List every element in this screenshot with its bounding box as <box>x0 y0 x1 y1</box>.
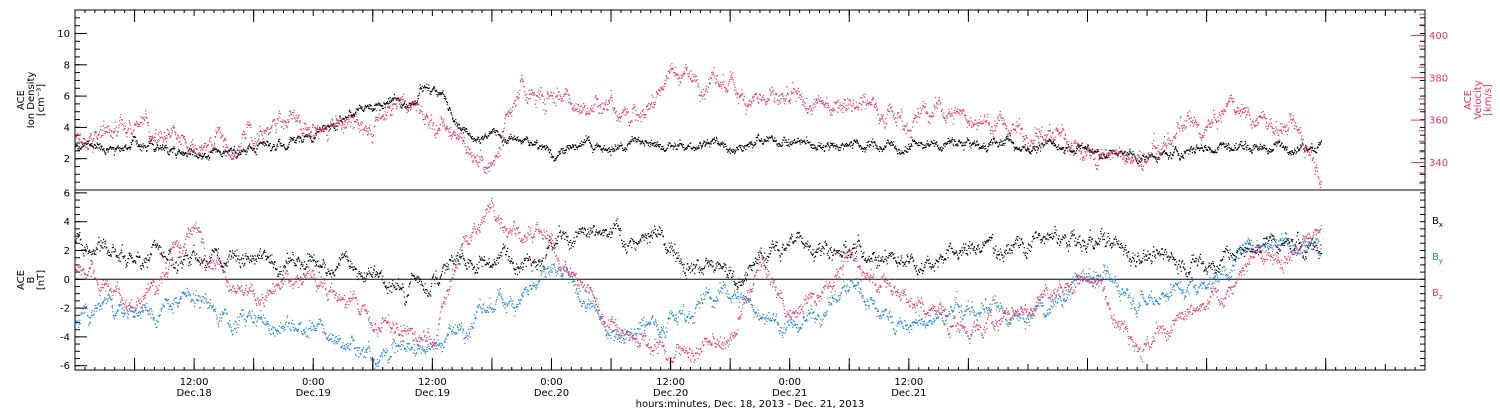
y-tick-label: 4 <box>64 123 70 134</box>
density-series <box>75 83 1322 167</box>
y-tick-label: 8 <box>64 60 70 71</box>
y-tick-label: 10 <box>57 29 70 40</box>
x-tick-label-date: Dec.18 <box>176 388 211 399</box>
y-tick-label: 2 <box>64 246 70 257</box>
x-axis-title: hours:minutes, Dec. 18, 2013 - Dec. 21, … <box>636 399 865 410</box>
axis-label-line: [nT] <box>36 270 47 290</box>
legend-Bx: Bx <box>1432 216 1443 229</box>
axis-label-line: ACE <box>1463 90 1474 110</box>
series-Bz <box>75 198 1322 370</box>
x-tick-label-date: Dec.20 <box>534 388 569 399</box>
x-tick-label-date: Dec.19 <box>296 388 331 399</box>
y-tick-label: 6 <box>64 92 70 103</box>
axis-label-line: B <box>26 276 37 283</box>
legend-subscript: y <box>1439 257 1443 265</box>
axis-label-line: [km/s] <box>1483 84 1494 116</box>
x-tick-label-time: 12:00 <box>418 377 447 388</box>
right-tick-label: 400 <box>1429 31 1448 42</box>
legend-Bz: Bz <box>1432 288 1443 301</box>
y-tick-label: 2 <box>64 154 70 165</box>
right-tick-label: 340 <box>1429 158 1448 169</box>
x-tick-label-date: Dec.19 <box>415 388 450 399</box>
x-tick-label-date: Dec.21 <box>891 388 926 399</box>
b-axis: -6 -4 -2 0 2 4 6 <box>60 188 1425 372</box>
x-axis: 12:00Dec.180:00Dec.1912:00Dec.190:00Dec.… <box>74 10 1426 399</box>
bottom-panel-frame <box>74 189 1426 371</box>
density-axis: 2 4 6 8 10 <box>57 9 1425 191</box>
axis-label-line: Velocity <box>1473 80 1484 119</box>
x-tick-label-time: 0:00 <box>302 377 324 388</box>
legend-subscript: z <box>1439 293 1443 301</box>
density-axis-label: ACE Ion Density [cm⁻³] <box>16 72 47 129</box>
y-tick-label: 4 <box>64 217 70 228</box>
axis-label-line: ACE <box>16 270 27 290</box>
axis-label-line: ACE <box>16 90 27 110</box>
y-tick-label: -6 <box>60 361 70 372</box>
axis-label-line: [cm⁻³] <box>36 84 47 116</box>
legend-subscript: x <box>1439 221 1443 229</box>
x-tick-label-date: Dec.21 <box>772 388 807 399</box>
x-tick-label-date: Dec.20 <box>653 388 688 399</box>
x-tick-label-time: 12:00 <box>180 377 209 388</box>
y-tick-label: -4 <box>60 332 70 343</box>
legend-By: By <box>1432 252 1443 265</box>
x-tick-label-time: 0:00 <box>540 377 562 388</box>
right-tick-label: 360 <box>1429 116 1448 127</box>
velocity-series <box>75 63 1322 189</box>
velocity-axis-label: ACE Velocity [km/s] <box>1463 80 1494 119</box>
series-By <box>75 232 1322 369</box>
y-tick-label: 0 <box>64 275 70 286</box>
series-Bx <box>75 218 1322 306</box>
y-tick-label: 6 <box>64 188 70 199</box>
velocity-axis: 340 360 380 400 <box>1411 13 1448 185</box>
axis-label-line: Ion Density <box>26 72 37 129</box>
b-axis-label: ACE B [nT] <box>16 270 47 290</box>
right-tick-label: 380 <box>1429 73 1448 84</box>
x-tick-label-time: 12:00 <box>656 377 685 388</box>
x-tick-label-time: 0:00 <box>778 377 800 388</box>
y-tick-label: -2 <box>60 304 70 315</box>
x-tick-label-time: 12:00 <box>894 377 923 388</box>
